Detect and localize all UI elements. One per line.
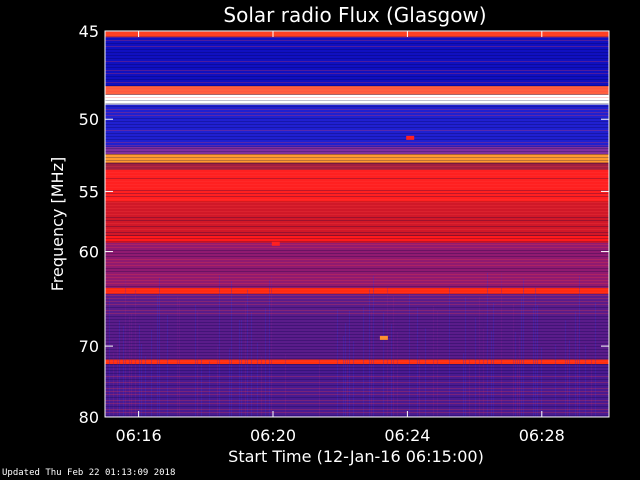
band-9 [105, 201, 609, 236]
band-15 [105, 364, 609, 417]
plot-area [105, 31, 609, 417]
band-3 [105, 94, 609, 105]
chart-title: Solar radio Flux (Glasgow) [223, 3, 486, 27]
updated-timestamp: Updated Thu Feb 22 01:13:09 2018 [2, 468, 176, 478]
y-tick-label-0: 45 [79, 22, 99, 41]
y-tick-label-5: 80 [79, 408, 99, 427]
band-6 [105, 154, 609, 163]
x-axis: 06:16 06:20 06:24 06:28 [116, 31, 565, 445]
band-4 [105, 104, 609, 147]
band-2 [105, 86, 609, 95]
band-11 [105, 242, 609, 289]
y-axis: 45 50 55 60 70 80 [79, 22, 609, 427]
y-tick-label-3: 60 [79, 243, 99, 262]
burst-1 [406, 135, 415, 140]
plot-frame [104, 30, 610, 418]
y-tick-label-1: 50 [79, 110, 99, 129]
x-tick-label-0: 06:16 [116, 426, 162, 445]
band-5 [105, 146, 609, 155]
band-0 [105, 31, 609, 37]
band-13 [105, 293, 609, 360]
band-12 [105, 288, 609, 294]
y-tick-label-4: 70 [79, 337, 99, 356]
band-14 [105, 359, 609, 365]
burst-2 [271, 241, 280, 246]
x-tick-label-2: 06:24 [384, 426, 430, 445]
band-8 [105, 169, 609, 202]
x-axis-label: Start Time (12-Jan-16 06:15:00) [228, 447, 484, 466]
x-tick-label-3: 06:28 [519, 426, 565, 445]
band-7 [105, 162, 609, 170]
burst-0 [379, 335, 388, 340]
x-tick-label-1: 06:20 [250, 426, 296, 445]
band-1 [105, 36, 609, 87]
spectrogram-striations [105, 31, 609, 416]
spectrogram-texture [109, 272, 596, 417]
band-10 [105, 235, 609, 243]
y-axis-label: Frequency [MHz] [48, 157, 67, 291]
y-tick-label-2: 55 [79, 182, 99, 201]
